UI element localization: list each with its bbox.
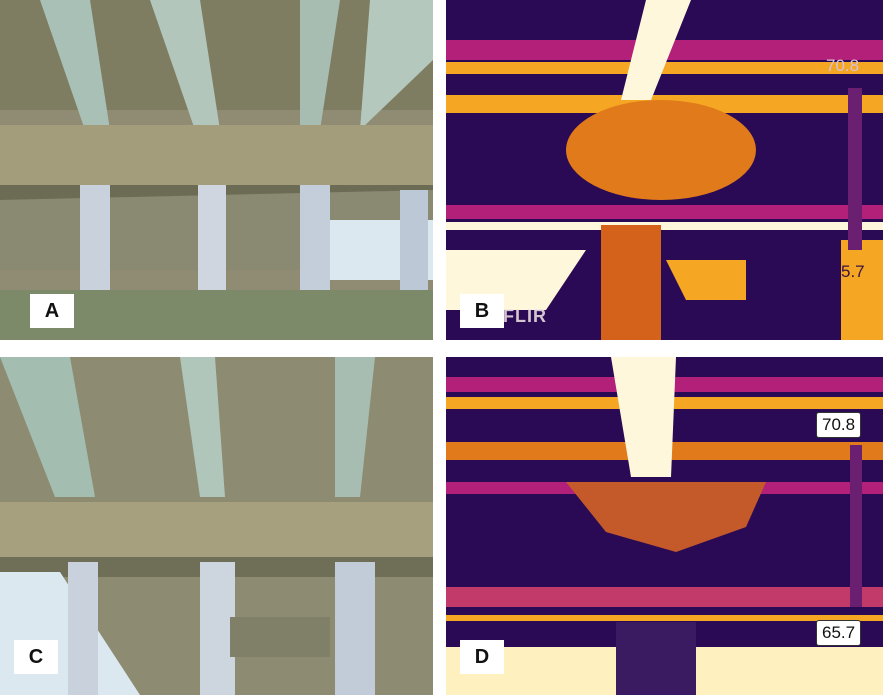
thermal-image-d xyxy=(446,357,883,695)
scale-max-d: 70.8 xyxy=(816,412,862,438)
thermal-panel-b: 70.8 5.7 B FLIR xyxy=(446,0,883,340)
bridge-photo-c xyxy=(0,357,433,695)
scale-min-d: 65.7 xyxy=(816,620,862,646)
panel-label-d: D xyxy=(460,640,504,674)
thermal-image-b xyxy=(446,0,883,340)
bridge-photo-a xyxy=(0,0,433,340)
brand-watermark: FLIR xyxy=(503,306,547,326)
panel-label-c: C xyxy=(14,640,58,674)
panel-label-a: A xyxy=(30,294,74,328)
scale-max-b: 70.8 xyxy=(826,56,860,75)
photo-panel-a: A xyxy=(0,0,433,340)
panel-label-b: B xyxy=(460,294,504,328)
scale-min-b: 5.7 xyxy=(841,262,865,281)
thermal-panel-d: 70.8 65.7 D xyxy=(446,357,883,695)
photo-panel-c: C xyxy=(0,357,433,695)
